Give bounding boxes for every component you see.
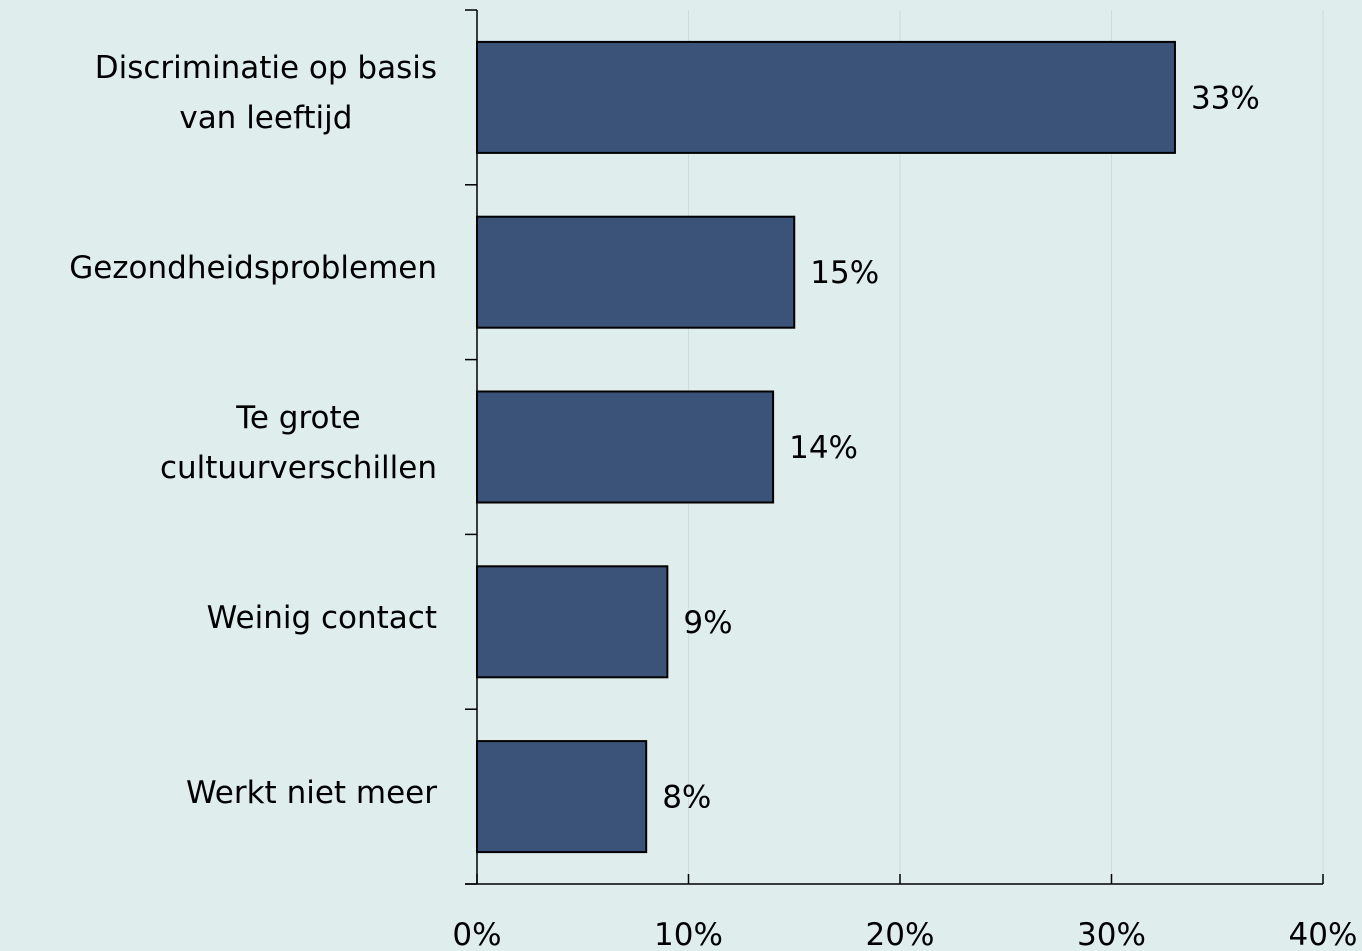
data-label: 9%	[683, 605, 732, 641]
x-tick-label: 20%	[866, 917, 935, 951]
bar	[476, 215, 796, 329]
bar	[476, 390, 775, 504]
x-tick-label: 0%	[452, 917, 501, 951]
y-tick-label: Te grote cultuurverschillen	[159, 400, 437, 486]
x-tick-label: 40%	[1289, 917, 1358, 951]
data-label: 8%	[662, 780, 711, 816]
bar	[476, 740, 648, 854]
bar	[476, 565, 669, 679]
x-tick-label: 30%	[1077, 917, 1146, 951]
x-tick-label: 10%	[654, 917, 723, 951]
data-label: 15%	[810, 255, 879, 291]
y-tick-label: Weinig contact	[206, 599, 437, 636]
data-label: 14%	[789, 430, 858, 466]
y-tick-label: Werkt niet meer	[185, 774, 437, 811]
y-tick-label: Gezondheidsproblemen	[69, 250, 437, 287]
data-label: 33%	[1191, 80, 1260, 116]
bar	[476, 40, 1176, 154]
y-tick-label: Discriminatie op basis van leeftijd	[94, 50, 437, 137]
